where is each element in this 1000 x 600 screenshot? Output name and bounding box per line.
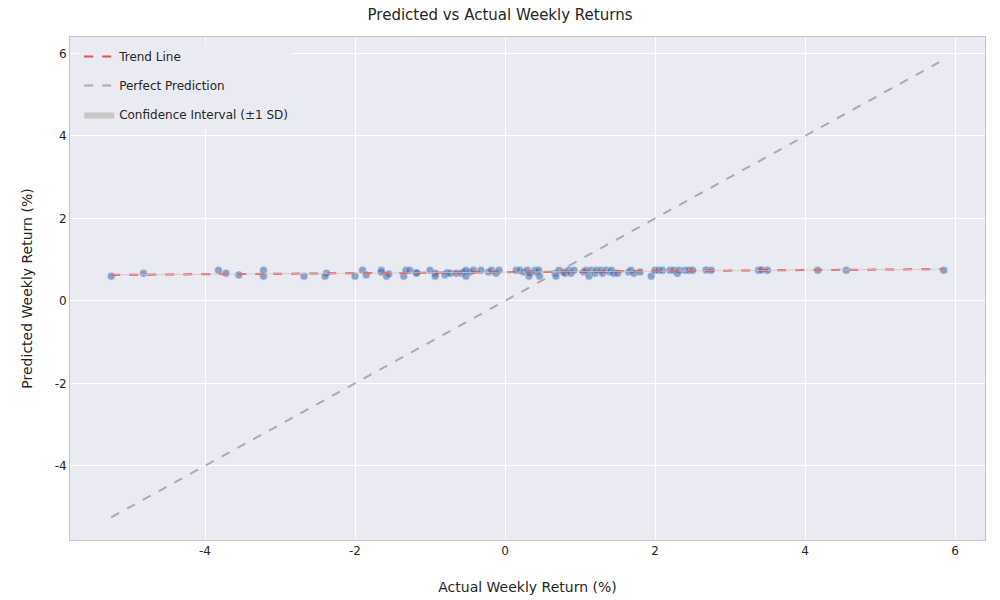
svg-text:Confidence Interval (±1 SD): Confidence Interval (±1 SD) — [119, 108, 288, 122]
svg-text:-4: -4 — [55, 459, 67, 473]
svg-text:Actual Weekly Return (%): Actual Weekly Return (%) — [438, 579, 616, 595]
svg-text:4: 4 — [59, 129, 67, 143]
svg-text:6: 6 — [951, 544, 959, 558]
svg-text:-4: -4 — [199, 544, 211, 558]
svg-text:Predicted Weekly Return (%): Predicted Weekly Return (%) — [19, 188, 35, 388]
svg-text:-2: -2 — [349, 544, 361, 558]
svg-text:2: 2 — [651, 544, 659, 558]
svg-text:0: 0 — [59, 294, 67, 308]
svg-text:6: 6 — [59, 47, 67, 61]
svg-text:Perfect Prediction: Perfect Prediction — [119, 79, 224, 93]
svg-text:4: 4 — [801, 544, 809, 558]
svg-text:2: 2 — [59, 212, 67, 226]
svg-text:0: 0 — [501, 544, 509, 558]
svg-text:Predicted vs Actual Weekly Ret: Predicted vs Actual Weekly Returns — [368, 6, 633, 24]
svg-text:Trend Line: Trend Line — [118, 50, 181, 64]
svg-text:-2: -2 — [55, 377, 67, 391]
